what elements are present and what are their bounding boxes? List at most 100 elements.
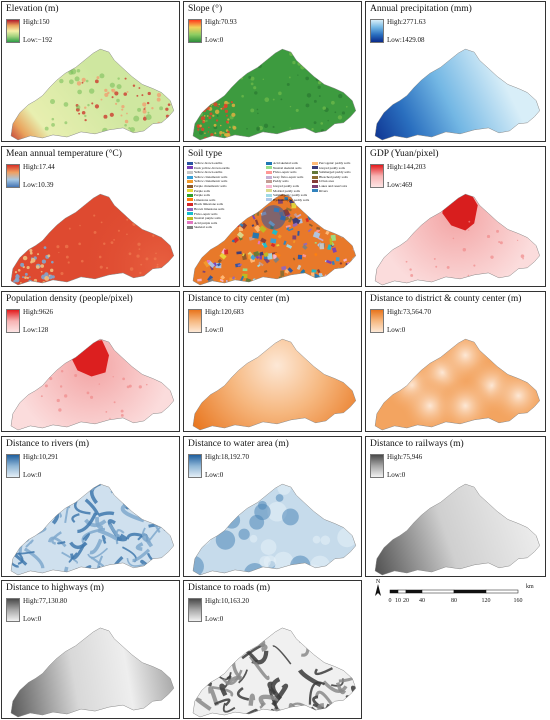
panel-water: Distance to water area (m) High:18,192.70… <box>183 436 362 577</box>
scale-segment <box>405 589 423 594</box>
soil-swatch <box>187 198 193 202</box>
panel-slope: Slope (°) High:70.93 Low:0 <box>183 1 362 142</box>
precip-map <box>374 48 540 141</box>
soil-legend-item: Neutral purple soils <box>187 216 230 221</box>
legend-high: High:2771.63 <box>387 18 426 26</box>
soil-swatch <box>266 161 272 165</box>
soil-legend-label: Yellow cinnamonic soils <box>194 174 228 179</box>
soil-legend-label: Fluvo-aquic soils <box>273 170 297 175</box>
panel-title: Elevation (m) <box>6 4 59 14</box>
legend-color-ramp <box>6 598 20 622</box>
soil-legend-label: Purple soils <box>194 193 210 198</box>
legend-high: High:18,192.70 <box>205 453 249 461</box>
panel-title: Soil type <box>188 149 223 159</box>
panel-title: Population density (people/pixel) <box>6 294 133 304</box>
rivers-map <box>10 483 175 576</box>
legend-low: Low:0 <box>205 326 224 334</box>
highway-map <box>10 627 175 718</box>
legend-low: Low:0 <box>387 471 406 479</box>
soil-legend-label: Hydromorphic paddy soils <box>273 197 310 202</box>
legend-color-ramp <box>370 309 384 333</box>
soil-legend-item: Acid purple soils <box>187 221 230 226</box>
legend-color-ramp <box>188 19 202 43</box>
soil-swatch <box>266 184 272 188</box>
panel-title: Distance to rivers (m) <box>6 439 90 449</box>
panel-rail: Distance to railways (m) High:75,946 Low:0 <box>365 436 546 577</box>
soil-legend-label: Yellow cinnamonic soils <box>194 179 228 184</box>
soil-swatch <box>187 212 193 216</box>
scale-segment <box>453 589 487 594</box>
soil-legend-label: Yellow-brown earths <box>194 161 223 165</box>
panel-county: Distance to district & county center (m)… <box>365 291 546 432</box>
soil-legend-item: Submergenic paddy soils <box>266 193 309 198</box>
soil-legend-label: Urban area <box>319 179 334 184</box>
soil-swatch <box>266 193 272 197</box>
soil-legend-item: Rivers <box>312 189 351 194</box>
roads-map <box>192 627 357 718</box>
soil-legend-item: Yellow-brown earths <box>187 161 230 166</box>
soil-legend-label: Purple cinnamonic soils <box>194 183 227 188</box>
legend-color-ramp <box>188 454 202 478</box>
legend-high: High:9626 <box>23 308 53 316</box>
legend-low: Low:0 <box>205 36 224 44</box>
soil-legend-label: Brown limestone soils <box>194 206 225 211</box>
scale-segment <box>389 589 399 594</box>
scale-segment <box>421 589 455 594</box>
soil-swatch <box>312 166 318 170</box>
legend-high: High:73,564.70 <box>387 308 431 316</box>
legend-high: High:10,163.20 <box>205 597 249 605</box>
panel-title: Distance to highways (m) <box>6 583 104 593</box>
soil-legend-item: Purple soils <box>187 193 230 198</box>
scale-segment <box>397 589 407 594</box>
soil-legend-item: Purple soils <box>187 189 230 194</box>
soil-legend-item: Gray fluvo-aquic soils <box>266 175 309 180</box>
soil-legend-label: Percogenic paddy soils <box>319 161 351 165</box>
soil-legend-label: Skeletal soils <box>194 225 212 230</box>
soil-legend-label: Neutral purple soils <box>194 216 221 221</box>
soil-legend-item: Brown limestone soils <box>187 207 230 212</box>
soil-legend-item: Limestone soils <box>187 198 230 203</box>
legend-low: Low:10.39 <box>23 181 54 189</box>
soil-legend-label: Bleached paddy soils <box>319 174 348 179</box>
soil-swatch <box>312 175 318 179</box>
soil-swatch <box>266 166 272 170</box>
soil-swatch <box>312 180 318 184</box>
legend-high: High:70.93 <box>205 18 237 26</box>
soil-legend-item: Yellow cinnamonic soils <box>187 175 230 180</box>
legend-color-ramp <box>370 164 384 188</box>
soil-legend-item: Bleached paddy soils <box>312 175 351 180</box>
county-map <box>374 338 540 431</box>
panel-title: Distance to water area (m) <box>188 439 289 449</box>
soil-swatch <box>312 189 318 193</box>
legend-low: Low:−192 <box>23 36 53 44</box>
water-map <box>192 483 357 576</box>
scale-tick-label: 120 <box>482 598 491 604</box>
soil-legend-label: Yellow-brown earths <box>194 170 223 175</box>
legend-low: Low:0 <box>23 471 42 479</box>
panel-title: Distance to railways (m) <box>370 439 464 449</box>
panel-highway: Distance to highways (m) High:77,130.80 Lo… <box>1 580 180 719</box>
soil-swatch <box>187 193 193 197</box>
soil-legend-label: Mottled paddy soils <box>273 188 300 193</box>
panel-temp: Mean annual temperature (°C) High:17.44 Lo… <box>1 146 180 287</box>
soil-legend-label: Fluvo-aquic soils <box>194 211 218 216</box>
gdp-map <box>374 193 540 286</box>
soil-swatch <box>187 207 193 211</box>
panel-city: Distance to city center (m) High:120,683 L… <box>183 291 362 432</box>
scale-tick-label: 0 <box>389 598 392 604</box>
soil-legend-label: Acid purple soils <box>194 220 218 225</box>
soil-swatch <box>187 221 193 225</box>
north-arrow-label: N <box>376 579 381 585</box>
soil-legend-label: Purple soils <box>194 188 210 193</box>
soil-legend-label: Rivers <box>319 188 328 193</box>
panel-rivers: Distance to rivers (m) High:10,291 Low:0 <box>1 436 180 577</box>
city-map <box>192 338 357 431</box>
soil-swatch <box>266 180 272 184</box>
scale-unit: km <box>526 584 534 590</box>
soil-legend-label: Gleyed paddy soils <box>319 165 345 170</box>
soil-swatch <box>312 184 318 188</box>
scale-tick-label: 40 <box>419 598 425 604</box>
soil-swatch <box>266 198 272 202</box>
legend-low: Low:0 <box>205 615 224 623</box>
